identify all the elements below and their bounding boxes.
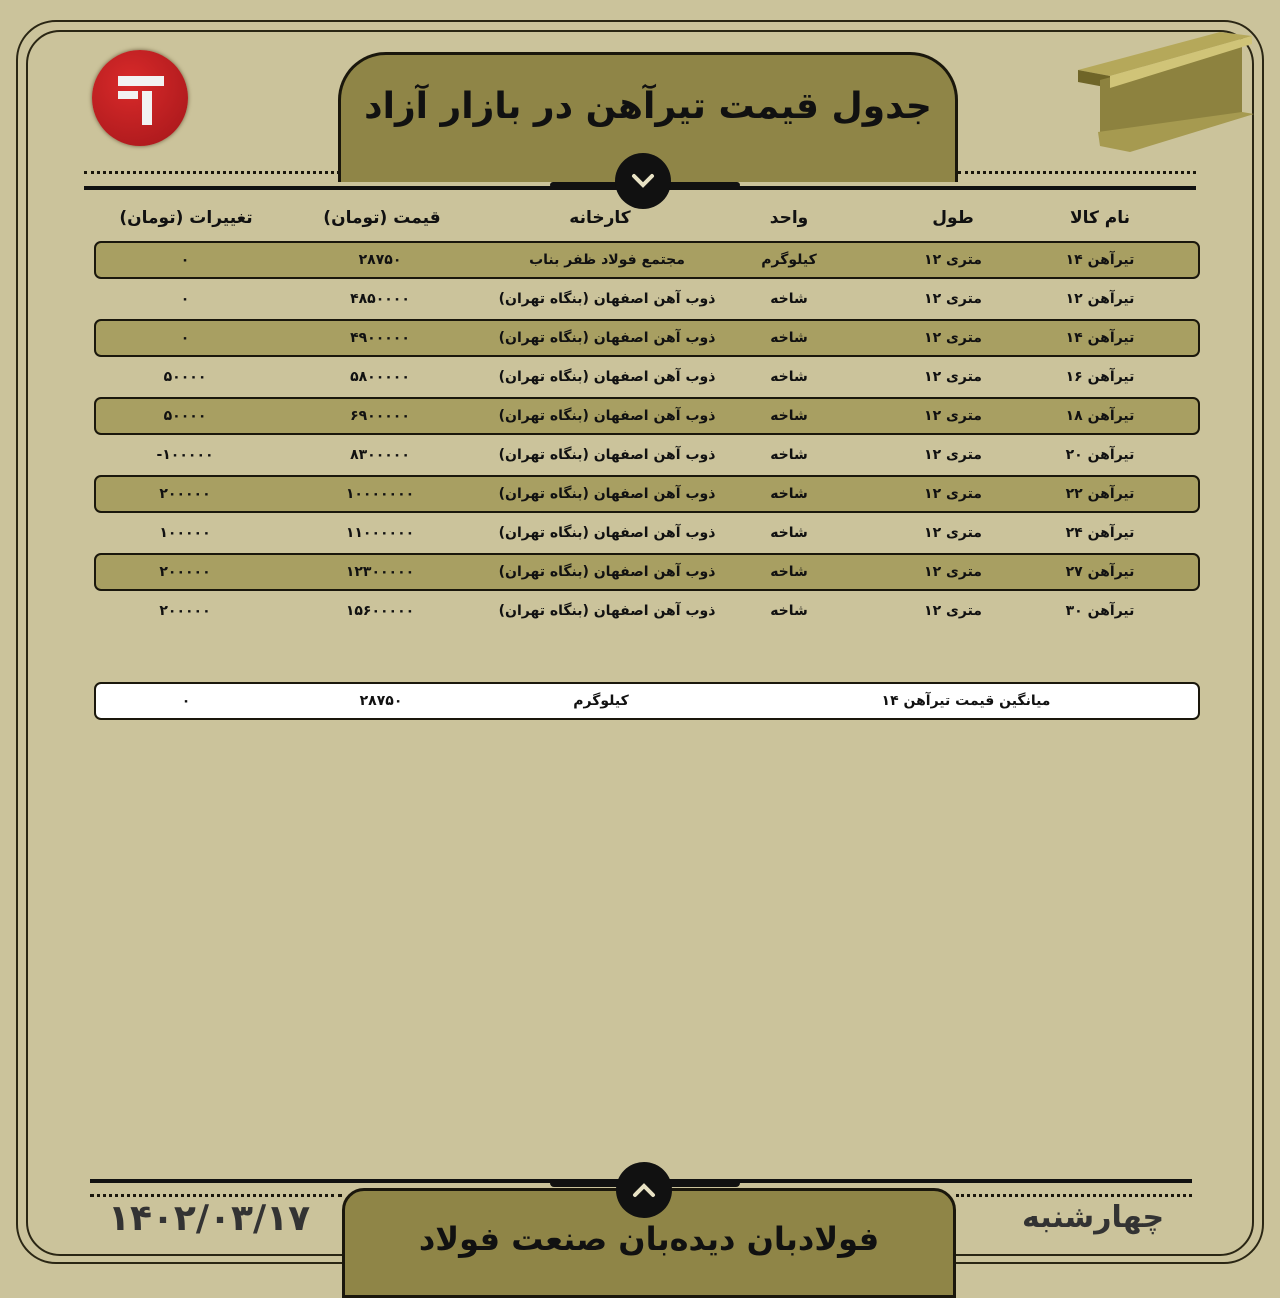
- cell-price: ۵۸۰۰۰۰۰: [350, 369, 410, 385]
- chevron-down-icon: [632, 174, 654, 188]
- cell-name: تیرآهن ۱۲: [1065, 291, 1135, 307]
- cell-factory: ذوب آهن اصفهان (بنگاه تهران): [498, 603, 716, 619]
- cell-price: ۱۵۶۰۰۰۰۰: [345, 603, 415, 619]
- average-row: میانگین قیمت تیرآهن ۱۴ کیلوگرم ۲۸۷۵۰ ۰: [94, 682, 1200, 720]
- cell-price: ۸۳۰۰۰۰۰: [350, 447, 410, 463]
- cell-length: متری ۱۲: [924, 486, 982, 502]
- cell-unit: شاخه: [770, 330, 808, 346]
- column-header-change: تغییرات (تومان): [119, 208, 253, 228]
- table-row: تیرآهن ۱۶ متری ۱۲ شاخه ذوب آهن اصفهان (بنگا…: [94, 358, 1200, 396]
- column-header-price: قیمت (تومان): [323, 208, 441, 228]
- average-price: ۲۸۷۵۰: [359, 693, 403, 709]
- cell-name: تیرآهن ۲۴: [1065, 525, 1135, 541]
- table-row: تیرآهن ۲۷ متری ۱۲ شاخه ذوب آهن اصفهان (بنگا…: [94, 553, 1200, 591]
- table-row: تیرآهن ۱۲ متری ۱۲ شاخه ذوب آهن اصفهان (بنگا…: [94, 280, 1200, 318]
- cell-name: تیرآهن ۲۲: [1065, 486, 1135, 502]
- cell-change: ۵۰۰۰۰: [163, 369, 207, 385]
- cell-change: ۲۰۰۰۰۰: [159, 603, 211, 619]
- chevron-up-icon: [633, 1183, 655, 1197]
- cell-unit: شاخه: [770, 486, 808, 502]
- collapse-button[interactable]: [615, 153, 671, 209]
- cell-length: متری ۱۲: [924, 603, 982, 619]
- cell-price: ۱۱۰۰۰۰۰۰: [345, 525, 415, 541]
- footer-dotted: [956, 1194, 1192, 1197]
- average-change: ۰: [181, 693, 191, 709]
- cell-length: متری ۱۲: [924, 447, 982, 463]
- cell-change: ۲۰۰۰۰۰: [159, 564, 211, 580]
- cell-name: تیرآهن ۳۰: [1065, 603, 1135, 619]
- cell-factory: ذوب آهن اصفهان (بنگاه تهران): [498, 330, 716, 346]
- cell-factory: ذوب آهن اصفهان (بنگاه تهران): [498, 525, 716, 541]
- divider-dotted: [958, 171, 1196, 174]
- cell-price: ۱۲۳۰۰۰۰۰: [345, 564, 415, 580]
- table-row: تیرآهن ۳۰ متری ۱۲ شاخه ذوب آهن اصفهان (بنگا…: [94, 592, 1200, 630]
- expand-button[interactable]: [616, 1162, 672, 1218]
- cell-name: تیرآهن ۱۴: [1065, 330, 1135, 346]
- column-header-factory: کارخانه: [569, 208, 631, 228]
- cell-price: ۲۸۷۵۰: [358, 252, 402, 268]
- cell-unit: شاخه: [770, 291, 808, 307]
- cell-factory: ذوب آهن اصفهان (بنگاه تهران): [498, 564, 716, 580]
- footer-slogan: فولادبان دیده‌بان صنعت فولاد: [418, 1220, 880, 1258]
- cell-change: -۱۰۰۰۰۰: [156, 447, 214, 463]
- cell-price: ۴۸۵۰۰۰۰: [350, 291, 410, 307]
- column-header-name: نام کالا: [1069, 208, 1131, 228]
- cell-name: تیرآهن ۲۷: [1065, 564, 1135, 580]
- footer-day: چهارشنبه: [1022, 1200, 1165, 1235]
- cell-length: متری ۱۲: [924, 291, 982, 307]
- cell-length: متری ۱۲: [924, 330, 982, 346]
- cell-factory: ذوب آهن اصفهان (بنگاه تهران): [498, 408, 716, 424]
- cell-factory: ذوب آهن اصفهان (بنگاه تهران): [498, 486, 716, 502]
- table-row: تیرآهن ۱۴ متری ۱۲ کیلوگرم مجتمع فولاد ظفر ب…: [94, 241, 1200, 279]
- cell-change: ۱۰۰۰۰۰: [159, 525, 211, 541]
- column-header-unit: واحد: [769, 208, 809, 228]
- cell-factory: ذوب آهن اصفهان (بنگاه تهران): [498, 369, 716, 385]
- cell-unit: شاخه: [770, 603, 808, 619]
- cell-price: ۱۰۰۰۰۰۰۰: [345, 486, 415, 502]
- table-row: تیرآهن ۱۴ متری ۱۲ شاخه ذوب آهن اصفهان (بنگا…: [94, 319, 1200, 357]
- cell-name: تیرآهن ۲۰: [1065, 447, 1135, 463]
- title-tab: [338, 52, 958, 182]
- cell-price: ۶۹۰۰۰۰۰: [350, 408, 410, 424]
- cell-unit: کیلوگرم: [761, 252, 817, 268]
- table-row: تیرآهن ۲۰ متری ۱۲ شاخه ذوب آهن اصفهان (بنگا…: [94, 436, 1200, 474]
- cell-factory: مجتمع فولاد ظفر بناب: [529, 252, 685, 268]
- cell-length: متری ۱۲: [924, 369, 982, 385]
- cell-name: تیرآهن ۱۶: [1065, 369, 1135, 385]
- cell-unit: شاخه: [770, 525, 808, 541]
- cell-factory: ذوب آهن اصفهان (بنگاه تهران): [498, 291, 716, 307]
- cell-change: ۵۰۰۰۰: [163, 408, 207, 424]
- cell-unit: شاخه: [770, 447, 808, 463]
- cell-length: متری ۱۲: [924, 252, 982, 268]
- page-title: جدول قیمت تیرآهن در بازار آزاد: [364, 86, 932, 127]
- cell-change: ۰: [180, 252, 190, 268]
- cell-unit: شاخه: [770, 564, 808, 580]
- cell-unit: شاخه: [770, 369, 808, 385]
- cell-length: متری ۱۲: [924, 564, 982, 580]
- logo: [92, 50, 188, 146]
- average-label: میانگین قیمت تیرآهن ۱۴: [881, 693, 1051, 709]
- cell-change: ۲۰۰۰۰۰: [159, 486, 211, 502]
- cell-factory: ذوب آهن اصفهان (بنگاه تهران): [498, 447, 716, 463]
- column-header-length: طول: [932, 208, 974, 228]
- cell-change: ۰: [180, 291, 190, 307]
- steel-beam-icon: [1078, 32, 1254, 152]
- cell-unit: شاخه: [770, 408, 808, 424]
- cell-price: ۴۹۰۰۰۰۰: [350, 330, 410, 346]
- cell-length: متری ۱۲: [924, 525, 982, 541]
- table-row: تیرآهن ۱۸ متری ۱۲ شاخه ذوب آهن اصفهان (بنگا…: [94, 397, 1200, 435]
- logo-t-icon: [118, 76, 164, 125]
- cell-name: تیرآهن ۱۸: [1065, 408, 1135, 424]
- footer-date: ۱۴۰۲/۰۳/۱۷: [108, 1198, 311, 1239]
- footer-dotted: [90, 1194, 342, 1197]
- table-row: تیرآهن ۲۲ متری ۱۲ شاخه ذوب آهن اصفهان (بنگا…: [94, 475, 1200, 513]
- cell-name: تیرآهن ۱۴: [1065, 252, 1135, 268]
- average-unit: کیلوگرم: [573, 693, 629, 709]
- cell-length: متری ۱۲: [924, 408, 982, 424]
- divider-dotted: [84, 171, 340, 174]
- table-row: تیرآهن ۲۴ متری ۱۲ شاخه ذوب آهن اصفهان (بنگا…: [94, 514, 1200, 552]
- cell-change: ۰: [180, 330, 190, 346]
